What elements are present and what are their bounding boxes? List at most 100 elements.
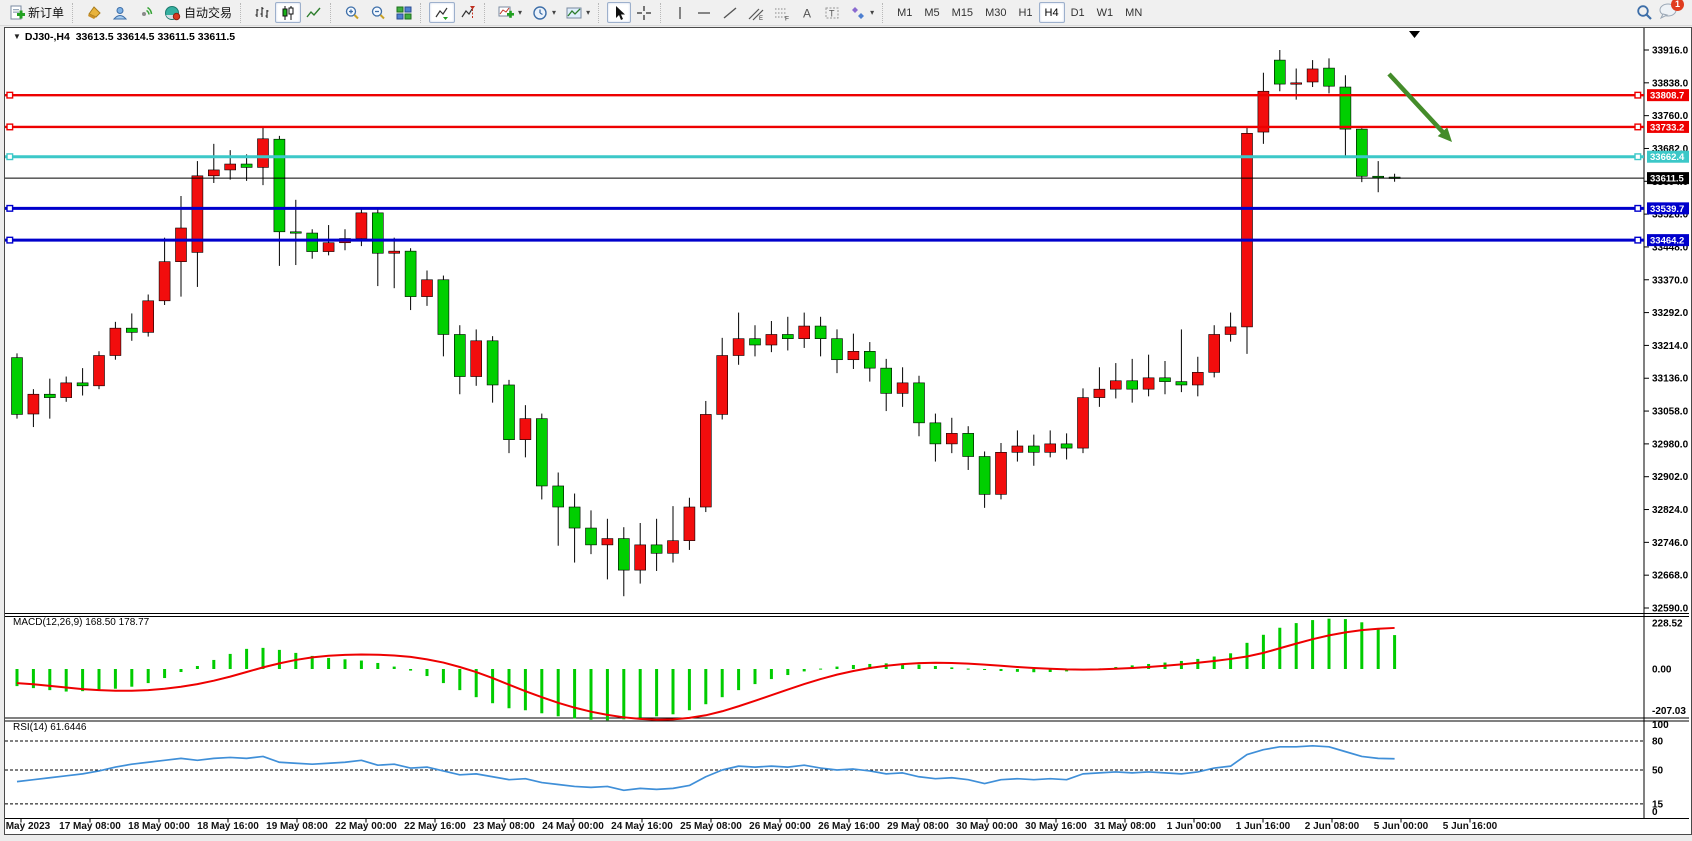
notification-badge: 1 bbox=[1671, 0, 1684, 11]
svg-text:33733.2: 33733.2 bbox=[1650, 122, 1684, 133]
timeframe-H1[interactable]: H1 bbox=[1012, 2, 1038, 23]
vertical-line-tool-button[interactable] bbox=[669, 2, 691, 23]
svg-text:30 May 16:00: 30 May 16:00 bbox=[1025, 821, 1087, 832]
template-icon bbox=[566, 7, 582, 18]
svg-text:22 May 00:00: 22 May 00:00 bbox=[335, 821, 397, 832]
timeframe-H4[interactable]: H4 bbox=[1038, 2, 1065, 23]
zoom-in-icon bbox=[345, 5, 359, 19]
svg-text:33058.0: 33058.0 bbox=[1652, 407, 1689, 418]
channel-tool-button[interactable]: E bbox=[743, 2, 769, 23]
tile-windows-button[interactable] bbox=[391, 2, 417, 23]
candlestick-icon bbox=[282, 5, 294, 20]
timeframe-M5[interactable]: M5 bbox=[918, 2, 945, 23]
svg-text:100: 100 bbox=[1652, 720, 1669, 731]
search-button[interactable] bbox=[1631, 2, 1658, 23]
styler-button[interactable] bbox=[81, 2, 107, 23]
indicators-icon bbox=[498, 6, 515, 18]
svg-text:32980.0: 32980.0 bbox=[1652, 439, 1689, 450]
periods-caret-icon: ▾ bbox=[552, 8, 557, 17]
svg-text:33464.2: 33464.2 bbox=[1650, 236, 1684, 247]
chart-shift-button[interactable] bbox=[455, 2, 481, 23]
cursor-icon bbox=[616, 5, 626, 20]
svg-text:228.52: 228.52 bbox=[1652, 619, 1683, 630]
text-label-icon: T bbox=[825, 7, 839, 18]
chart-title-bar: ▼ DJ30-,H4 33613.5 33614.5 33611.5 33611.… bbox=[13, 31, 235, 43]
timeframe-M15[interactable]: M15 bbox=[946, 2, 979, 23]
bar-chart-mode-button[interactable] bbox=[249, 2, 275, 23]
collapse-chart-icon[interactable]: ▼ bbox=[13, 32, 21, 41]
arrows-caret-icon: ▾ bbox=[870, 8, 875, 17]
main-toolbar: 新订单 自动交易 ▾ ▾ ▾ bbox=[0, 0, 1692, 26]
crosshair-icon bbox=[637, 5, 652, 20]
svg-text:33370.0: 33370.0 bbox=[1652, 275, 1689, 286]
timeframe-group: M1 M5 M15 M30 H1 H4 D1 W1 MN bbox=[891, 0, 1148, 26]
svg-text:32746.0: 32746.0 bbox=[1652, 538, 1689, 549]
chart-title: DJ30-,H4 33613.5 33614.5 33611.5 33611.5 bbox=[24, 31, 236, 43]
svg-text:32824.0: 32824.0 bbox=[1652, 505, 1689, 516]
svg-text:26 May 16:00: 26 May 16:00 bbox=[818, 821, 880, 832]
zoom-out-button[interactable] bbox=[365, 2, 391, 23]
svg-text:33760.0: 33760.0 bbox=[1652, 111, 1689, 122]
svg-text:33808.7: 33808.7 bbox=[1650, 91, 1684, 102]
text-tool-button[interactable]: A bbox=[795, 2, 819, 23]
chart-canvas[interactable]: 33916.033838.033760.033682.033604.033526… bbox=[5, 28, 1689, 832]
svg-text:33539.7: 33539.7 bbox=[1650, 204, 1684, 215]
indicators-button[interactable]: ▾ bbox=[493, 2, 527, 23]
text-icon: A bbox=[803, 6, 811, 20]
timeframe-W1[interactable]: W1 bbox=[1091, 2, 1120, 23]
timeframe-M30[interactable]: M30 bbox=[979, 2, 1012, 23]
svg-text:33916.0: 33916.0 bbox=[1652, 46, 1689, 57]
tile-windows-icon bbox=[396, 6, 412, 19]
fibonacci-icon: F bbox=[775, 8, 789, 21]
horizontal-line-tool-button[interactable] bbox=[691, 2, 717, 23]
zoom-in-button[interactable] bbox=[339, 2, 365, 23]
brush-icon bbox=[88, 5, 101, 19]
profile-button[interactable] bbox=[107, 2, 133, 23]
trendline-tool-button[interactable] bbox=[717, 2, 743, 23]
periods-button[interactable]: ▾ bbox=[527, 2, 561, 23]
signal-button[interactable] bbox=[133, 2, 159, 23]
shift-marker-icon bbox=[1409, 31, 1420, 38]
auto-scroll-button[interactable] bbox=[429, 2, 456, 23]
bar-chart-icon bbox=[255, 6, 269, 18]
svg-text:19 May 08:00: 19 May 08:00 bbox=[266, 821, 328, 832]
svg-text:22 May 16:00: 22 May 16:00 bbox=[404, 821, 466, 832]
svg-text:16 May 2023: 16 May 2023 bbox=[5, 821, 51, 832]
templates-button[interactable]: ▾ bbox=[561, 2, 595, 23]
autotrade-label: 自动交易 bbox=[184, 6, 233, 20]
zoom-out-icon bbox=[371, 5, 385, 19]
timeframe-D1[interactable]: D1 bbox=[1065, 2, 1091, 23]
notifications[interactable]: 1 bbox=[1658, 0, 1684, 24]
svg-text:2 Jun 08:00: 2 Jun 08:00 bbox=[1305, 821, 1360, 832]
svg-text:33611.5: 33611.5 bbox=[1650, 174, 1685, 185]
svg-text:18 May 00:00: 18 May 00:00 bbox=[128, 821, 190, 832]
templates-caret-icon: ▾ bbox=[586, 8, 591, 17]
fibonacci-tool-button[interactable]: F bbox=[769, 2, 795, 23]
line-chart-mode-button[interactable] bbox=[301, 2, 327, 23]
label-tool-button[interactable]: T bbox=[819, 2, 845, 23]
svg-text:33682.0: 33682.0 bbox=[1652, 144, 1689, 155]
svg-text:15: 15 bbox=[1652, 799, 1664, 810]
svg-text:1 Jun 00:00: 1 Jun 00:00 bbox=[1167, 821, 1222, 832]
annotation-arrow bbox=[1387, 72, 1449, 138]
cursor-tool-button[interactable] bbox=[607, 2, 632, 23]
trendline-icon bbox=[723, 6, 737, 19]
new-order-button[interactable]: 新订单 bbox=[4, 2, 69, 23]
candle-chart-mode-button[interactable] bbox=[275, 2, 302, 23]
svg-text:32668.0: 32668.0 bbox=[1652, 571, 1689, 582]
svg-text:5 Jun 16:00: 5 Jun 16:00 bbox=[1443, 821, 1498, 832]
svg-text:26 May 00:00: 26 May 00:00 bbox=[749, 821, 811, 832]
svg-text:E: E bbox=[759, 16, 763, 21]
timeframe-M1[interactable]: M1 bbox=[891, 2, 918, 23]
new-order-label: 新订单 bbox=[28, 6, 65, 20]
svg-text:-207.03: -207.03 bbox=[1652, 706, 1686, 717]
arrows-tool-button[interactable]: ▾ bbox=[845, 2, 879, 23]
svg-text:T: T bbox=[829, 8, 835, 18]
crosshair-tool-button[interactable] bbox=[631, 2, 657, 23]
new-order-icon bbox=[10, 5, 25, 19]
line-chart-icon bbox=[306, 7, 321, 17]
svg-text:33214.0: 33214.0 bbox=[1652, 341, 1689, 352]
svg-text:32902.0: 32902.0 bbox=[1652, 472, 1689, 483]
timeframe-MN[interactable]: MN bbox=[1119, 2, 1148, 23]
autotrade-button[interactable]: 自动交易 bbox=[159, 2, 237, 23]
